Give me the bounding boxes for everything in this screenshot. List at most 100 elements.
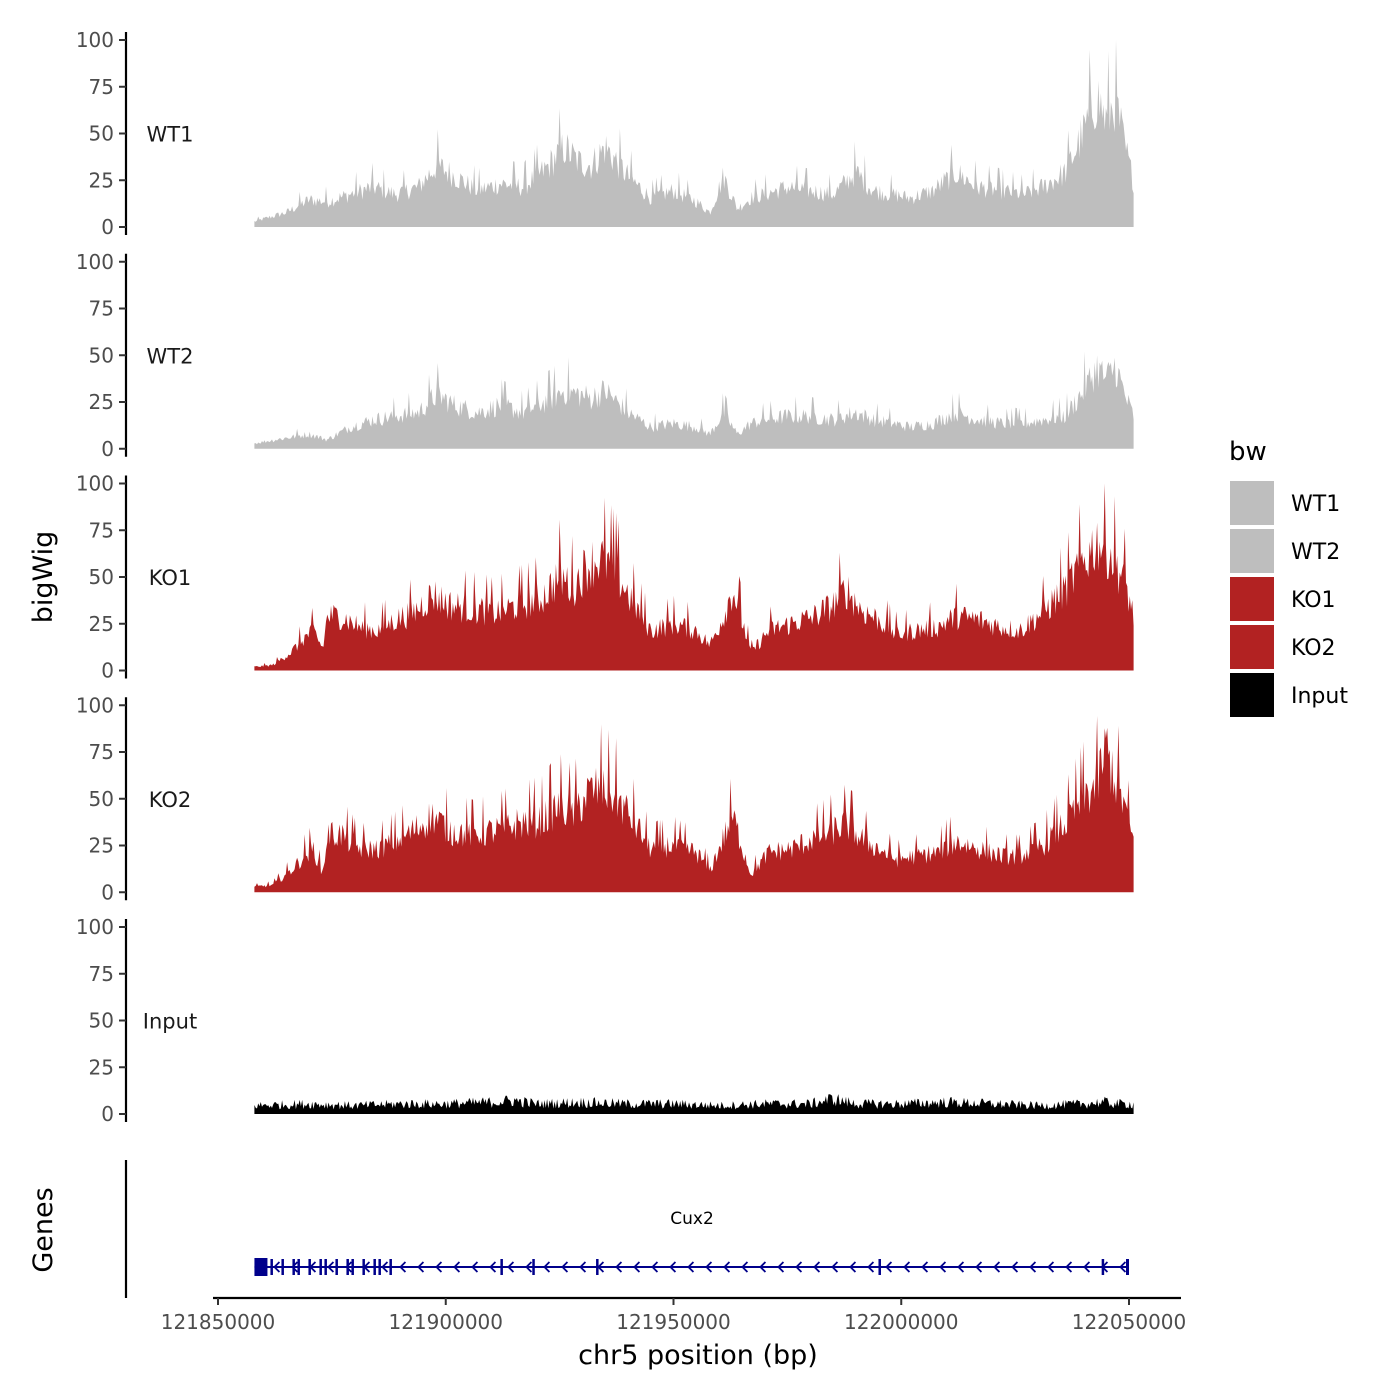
y-tick-label: 50 xyxy=(89,565,114,589)
x-tick-label: 121950000 xyxy=(616,1310,731,1334)
y-tick-label: 0 xyxy=(101,880,114,904)
track-ko1: 0 25 50 75 100 KO1 xyxy=(76,472,1134,683)
strand-arrow xyxy=(597,1261,605,1273)
strand-arrow xyxy=(1101,1261,1109,1273)
x-tick-label: 121900000 xyxy=(388,1310,503,1334)
legend-label: Input xyxy=(1291,684,1348,709)
strand-arrow xyxy=(921,1261,929,1273)
y-tick-label: 75 xyxy=(89,740,114,764)
gene-exon xyxy=(281,1259,284,1275)
strand-arrow xyxy=(957,1261,965,1273)
strand-arrow xyxy=(309,1261,317,1273)
strand-arrow xyxy=(543,1261,551,1273)
strand-arrow xyxy=(381,1261,389,1273)
y-tick-label: 25 xyxy=(89,168,114,192)
strand-arrow xyxy=(615,1261,623,1273)
track-label-ko1: KO1 xyxy=(149,566,192,590)
y-tick-label: 100 xyxy=(76,915,114,939)
strand-arrow xyxy=(327,1261,335,1273)
y-tick-label: 75 xyxy=(89,75,114,99)
legend-label: KO1 xyxy=(1291,588,1336,613)
strand-arrow xyxy=(687,1261,695,1273)
strand-arrow xyxy=(993,1261,1001,1273)
gene-exon xyxy=(1126,1259,1129,1275)
y-tick-label: 0 xyxy=(101,659,114,683)
legend-entry-ko1: KO1 xyxy=(1230,577,1336,621)
y-tick-label: 75 xyxy=(89,297,114,321)
x-axis: 121850000 121900000 121950000 122000000 1220… xyxy=(161,1296,1187,1334)
y-tick-label: 25 xyxy=(89,1055,114,1079)
strand-arrow xyxy=(975,1261,983,1273)
strand-arrow xyxy=(795,1261,803,1273)
y-tick-label: 0 xyxy=(101,437,114,461)
strand-arrow xyxy=(867,1261,875,1273)
y-tick-label: 50 xyxy=(89,122,114,146)
strand-arrow xyxy=(1047,1261,1055,1273)
track-wt1: 0 25 50 75 100 WT1 xyxy=(76,28,1134,239)
strand-arrow xyxy=(831,1261,839,1273)
strand-arrow xyxy=(291,1261,299,1273)
y-tick-label: 75 xyxy=(89,518,114,542)
strand-arrow xyxy=(417,1261,425,1273)
y-tick-label: 0 xyxy=(101,1102,114,1126)
strand-arrow xyxy=(363,1261,371,1273)
coverage-area-wt1 xyxy=(254,40,1134,227)
gene-exon xyxy=(351,1259,354,1275)
y-axis-title: bigWig xyxy=(28,531,59,624)
legend-swatch xyxy=(1230,577,1274,621)
legend-swatch xyxy=(1230,673,1274,717)
track-label-input: Input xyxy=(143,1010,197,1034)
gene-exon xyxy=(378,1259,381,1275)
gene-exon xyxy=(254,1258,268,1276)
gene-exon xyxy=(373,1259,376,1275)
legend-label: WT1 xyxy=(1291,492,1340,517)
strand-arrow xyxy=(507,1261,515,1273)
y-tick-label: 0 xyxy=(101,215,114,239)
strand-arrow xyxy=(471,1261,479,1273)
strand-arrow xyxy=(1083,1261,1091,1273)
strand-arrow xyxy=(741,1261,749,1273)
strand-arrow xyxy=(759,1261,767,1273)
strand-arrow xyxy=(561,1261,569,1273)
strand-arrow xyxy=(705,1261,713,1273)
y-tick-label: 25 xyxy=(89,390,114,414)
x-tick-label: 122050000 xyxy=(1072,1310,1187,1334)
strand-arrow xyxy=(1011,1261,1019,1273)
genes-track-title: Genes xyxy=(28,1187,59,1272)
coverage-area-wt2 xyxy=(254,351,1134,449)
gene-exon xyxy=(270,1259,273,1275)
strand-arrow xyxy=(1065,1261,1073,1273)
legend-swatch xyxy=(1230,481,1274,525)
strand-arrow xyxy=(813,1261,821,1273)
strand-arrow xyxy=(345,1261,353,1273)
legend-swatch xyxy=(1230,625,1274,669)
legend-title: bw xyxy=(1229,437,1267,467)
strand-arrow xyxy=(525,1261,533,1273)
track-wt2: 0 25 50 75 100 WT2 xyxy=(76,250,1134,461)
strand-arrow xyxy=(489,1261,497,1273)
strand-arrow xyxy=(669,1261,677,1273)
y-tick-label: 100 xyxy=(76,250,114,274)
gene-exon xyxy=(532,1259,535,1275)
strand-arrow xyxy=(777,1261,785,1273)
y-tick-label: 100 xyxy=(76,28,114,52)
legend: bw WT1 WT2 KO1 KO2 Input xyxy=(1229,437,1348,717)
strand-arrow xyxy=(939,1261,947,1273)
strand-arrow xyxy=(885,1261,893,1273)
coverage-area-input xyxy=(254,1094,1134,1114)
legend-entry-wt2: WT2 xyxy=(1230,529,1340,573)
gene-name-label: Cux2 xyxy=(670,1209,714,1229)
track-input: 0 25 50 75 100 Input xyxy=(76,915,1134,1126)
gene-exon xyxy=(878,1259,881,1275)
legend-entry-ko2: KO2 xyxy=(1230,625,1336,669)
y-tick-label: 50 xyxy=(89,343,114,367)
strand-arrow xyxy=(849,1261,857,1273)
x-tick-label: 121850000 xyxy=(161,1310,276,1334)
x-tick-label: 122000000 xyxy=(844,1310,959,1334)
legend-label: WT2 xyxy=(1291,540,1340,565)
strand-arrow xyxy=(273,1261,281,1273)
strand-arrow xyxy=(651,1261,659,1273)
gene-track: Cux2 xyxy=(124,1160,1129,1298)
legend-entry-wt1: WT1 xyxy=(1230,481,1340,525)
gene-exon xyxy=(324,1259,327,1275)
